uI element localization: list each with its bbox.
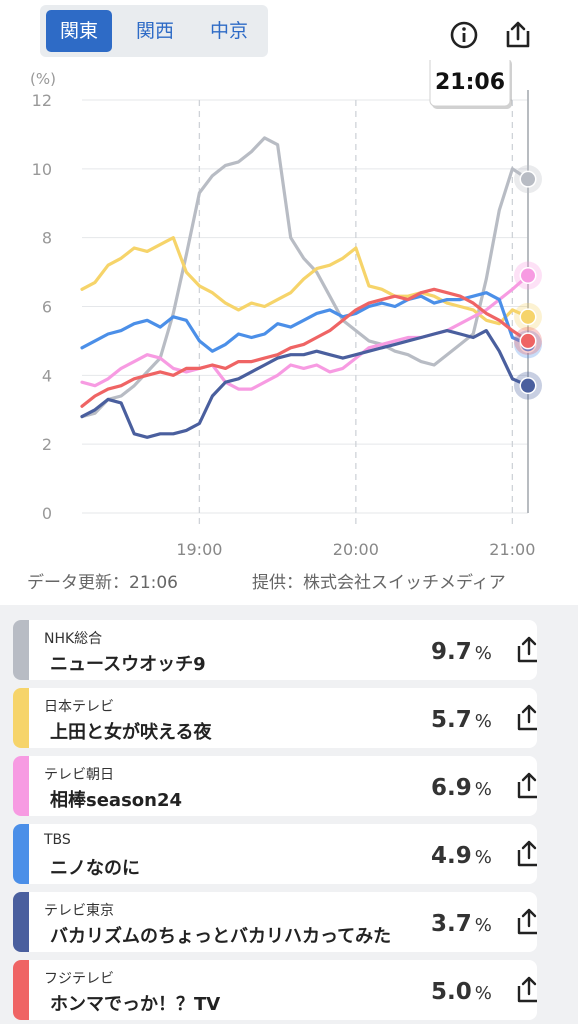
info-icon[interactable]	[447, 18, 481, 52]
program-title: ニノなのに	[50, 858, 140, 879]
channel-color-bar	[13, 688, 29, 748]
program-title: 相棒season24	[50, 790, 183, 811]
share-icon[interactable]	[513, 838, 537, 870]
share-icon[interactable]	[513, 770, 537, 802]
share-icon[interactable]	[513, 906, 537, 938]
series-line	[80, 236, 530, 326]
series-end-marker	[521, 172, 535, 187]
list-item[interactable]: NHK総合 ニュースウオッチ9 9.7%	[13, 620, 537, 680]
series-end-marker	[521, 268, 535, 283]
tab-kanto[interactable]: 関東	[46, 10, 112, 52]
program-title: 上田と女が吠える夜	[50, 722, 212, 743]
series-end-marker	[521, 378, 535, 393]
y-unit-label: (%)	[30, 70, 56, 88]
series-end-marker	[521, 333, 535, 348]
ratings-chart[interactable]: (%) 0 2 4 6 8 10 12 19:00 20:00 21:00 21:06	[0, 55, 578, 560]
series-line	[80, 287, 530, 408]
list-item[interactable]: フジテレビ ホンマでっか！？TV 5.0%	[13, 960, 537, 1020]
share-icon[interactable]	[501, 18, 535, 52]
channel-name: テレビ東京	[44, 903, 114, 919]
provider-text: 提供：株式会社スイッチメディア	[252, 573, 506, 593]
program-title: バカリズムのちょっとバカリハカってみた	[50, 926, 392, 947]
channel-color-bar	[13, 620, 29, 680]
share-icon[interactable]	[513, 702, 537, 734]
list-item[interactable]: テレビ東京 バカリズムのちょっとバカリハカってみた 3.7%	[13, 892, 537, 952]
y-tick-label: 6	[42, 298, 52, 317]
rating-value: 3.7%	[431, 911, 492, 937]
header-and-chart: 関東 関西 中京 (%) 0 2 4 6 8 10 12 19:00 20:00 21:00 21:0…	[0, 5, 578, 593]
x-tick-label: 19:00	[176, 540, 222, 559]
program-title: ホンマでっか！？TV	[50, 994, 221, 1015]
series-line	[80, 136, 530, 419]
y-tick-label: 10	[32, 160, 52, 179]
chart-svg: (%) 0 2 4 6 8 10 12 19:00 20:00 21:00 21:06	[30, 55, 542, 559]
channel-name: NHK総合	[44, 631, 103, 647]
rating-value: 9.7%	[431, 639, 492, 665]
channel-color-bar	[13, 824, 29, 884]
program-title: ニュースウオッチ9	[50, 654, 206, 675]
rating-value: 6.9%	[431, 775, 492, 801]
y-tick-label: 4	[42, 366, 52, 385]
rating-value: 5.7%	[431, 707, 492, 733]
program-list: NHK総合 ニュースウオッチ9 9.7% 日本テレビ 上田と女が吠える夜 5.7…	[0, 605, 578, 1024]
y-tick-label: 2	[42, 435, 52, 454]
y-tick-label: 0	[42, 504, 52, 523]
data-updated-text: データ更新：21:06	[27, 573, 178, 593]
list-item[interactable]: 日本テレビ 上田と女が吠える夜 5.7%	[13, 688, 537, 748]
share-icon[interactable]	[513, 974, 537, 1006]
tab-kansai[interactable]: 関西	[135, 20, 174, 42]
x-tick-label: 21:00	[489, 540, 535, 559]
channel-name: 日本テレビ	[44, 699, 114, 715]
series-line	[80, 291, 530, 353]
y-tick-label: 8	[42, 229, 52, 248]
region-tabs: 関東 関西 中京	[40, 5, 268, 57]
series-line	[80, 273, 530, 391]
share-icon[interactable]	[513, 634, 537, 666]
y-tick-label: 12	[32, 91, 52, 110]
list-item[interactable]: テレビ朝日 相棒season24 6.9%	[13, 756, 537, 816]
rating-value: 5.0%	[431, 979, 492, 1005]
channel-color-bar	[13, 960, 29, 1020]
channel-name: テレビ朝日	[44, 767, 114, 783]
channel-name: フジテレビ	[44, 971, 114, 987]
series-end-marker	[521, 309, 535, 324]
channel-color-bar	[13, 892, 29, 952]
rating-value: 4.9%	[431, 843, 492, 869]
time-tooltip-text: 21:06	[435, 70, 505, 95]
list-item[interactable]: TBS ニノなのに 4.9%	[13, 824, 537, 884]
tab-chukyo[interactable]: 中京	[209, 20, 248, 42]
x-tick-label: 20:00	[333, 540, 379, 559]
series-line	[80, 329, 530, 439]
channel-name: TBS	[44, 832, 71, 848]
channel-color-bar	[13, 756, 29, 816]
